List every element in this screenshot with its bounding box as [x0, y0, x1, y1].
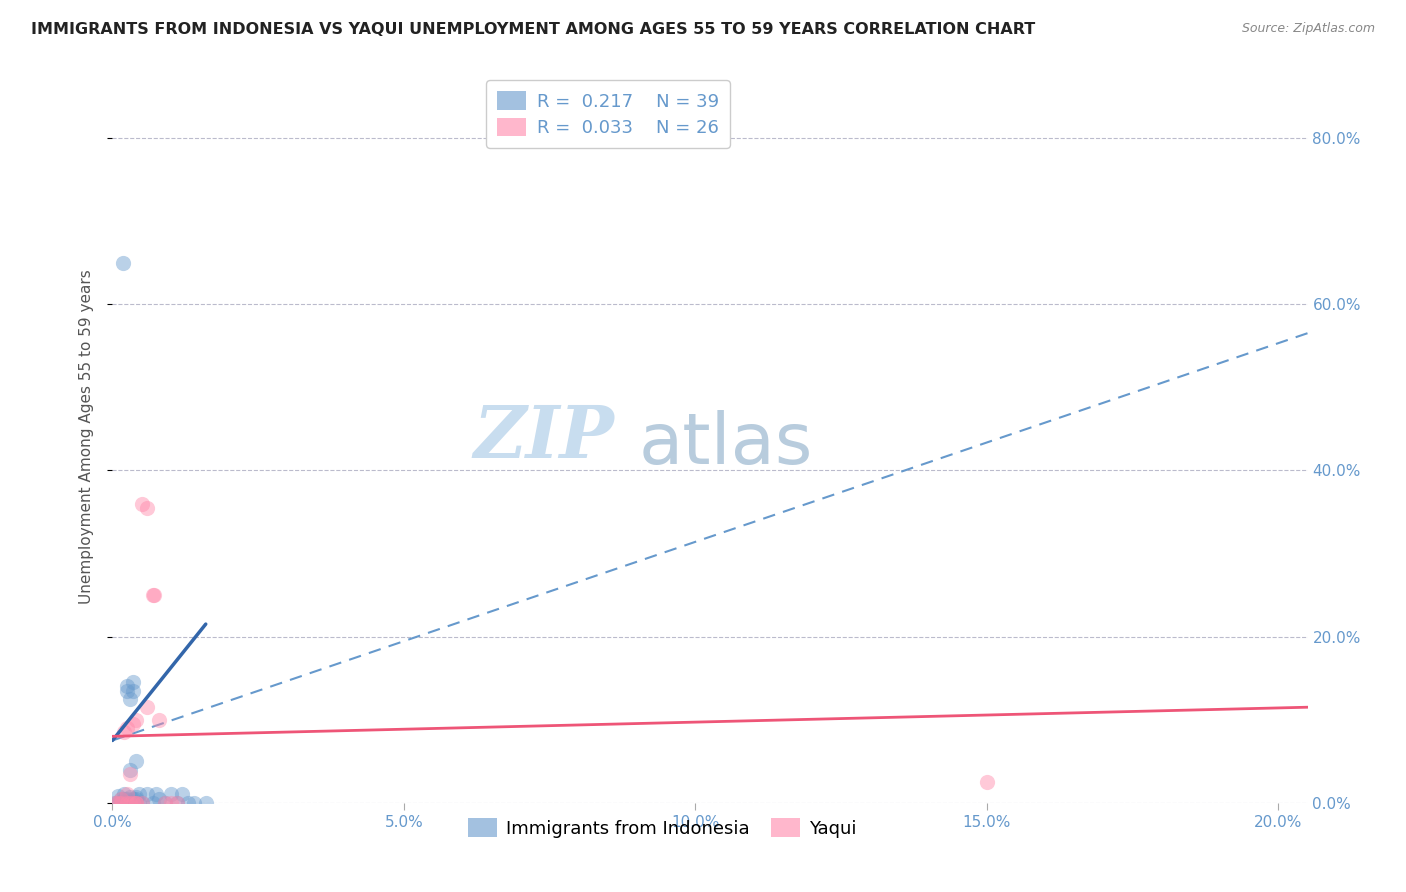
Point	[110, 796, 132, 810]
Point	[145, 788, 167, 802]
Point	[131, 796, 153, 810]
Point	[125, 754, 148, 768]
Point	[122, 796, 145, 810]
Point	[112, 725, 135, 739]
Point	[148, 713, 170, 727]
Point	[976, 775, 998, 789]
Point	[166, 796, 188, 810]
Text: IMMIGRANTS FROM INDONESIA VS YAQUI UNEMPLOYMENT AMONG AGES 55 TO 59 YEARS CORREL: IMMIGRANTS FROM INDONESIA VS YAQUI UNEMP…	[31, 22, 1035, 37]
Point	[177, 796, 200, 810]
Point	[118, 796, 141, 810]
Point	[104, 796, 127, 810]
Point	[172, 788, 194, 802]
Text: ZIP: ZIP	[474, 401, 614, 473]
Point	[115, 680, 138, 694]
Point	[153, 796, 176, 810]
Point	[107, 789, 129, 804]
Point	[125, 796, 148, 810]
Point	[125, 789, 148, 804]
Point	[115, 796, 138, 810]
Point	[142, 796, 165, 810]
Point	[115, 788, 138, 802]
Point	[159, 788, 181, 802]
Point	[122, 675, 145, 690]
Point	[118, 789, 141, 804]
Point	[115, 721, 138, 735]
Point	[112, 796, 135, 810]
Point	[115, 796, 138, 810]
Point	[159, 796, 181, 810]
Point	[118, 763, 141, 777]
Point	[153, 796, 176, 810]
Point	[122, 683, 145, 698]
Point	[110, 791, 132, 805]
Point	[125, 796, 148, 810]
Text: atlas: atlas	[638, 410, 813, 479]
Point	[118, 796, 141, 810]
Point	[131, 497, 153, 511]
Point	[125, 713, 148, 727]
Text: Source: ZipAtlas.com: Source: ZipAtlas.com	[1241, 22, 1375, 36]
Y-axis label: Unemployment Among Ages 55 to 59 years: Unemployment Among Ages 55 to 59 years	[79, 269, 94, 605]
Point	[143, 588, 166, 602]
Point	[125, 791, 148, 805]
Point	[136, 500, 159, 515]
Point	[118, 796, 141, 810]
Point	[107, 796, 129, 810]
Point	[111, 255, 134, 269]
Point	[107, 796, 129, 810]
Point	[183, 796, 205, 810]
Point	[104, 796, 127, 810]
Point	[115, 791, 138, 805]
Point	[136, 700, 159, 714]
Point	[110, 796, 132, 810]
Point	[128, 796, 150, 810]
Point	[115, 683, 138, 698]
Point	[110, 791, 132, 805]
Point	[148, 791, 170, 805]
Point	[128, 788, 150, 802]
Legend: Immigrants from Indonesia, Yaqui: Immigrants from Indonesia, Yaqui	[461, 811, 863, 845]
Point	[136, 788, 159, 802]
Point	[122, 716, 145, 731]
Point	[118, 766, 141, 780]
Point	[194, 796, 217, 810]
Point	[118, 692, 141, 706]
Point	[131, 796, 153, 810]
Point	[142, 588, 165, 602]
Point	[112, 788, 135, 802]
Point	[112, 791, 135, 805]
Point	[166, 796, 188, 810]
Point	[125, 796, 148, 810]
Point	[122, 791, 145, 805]
